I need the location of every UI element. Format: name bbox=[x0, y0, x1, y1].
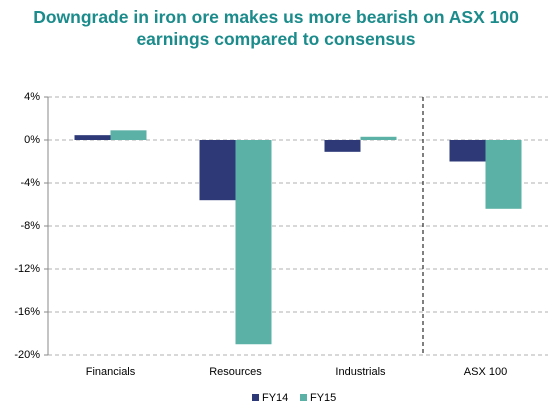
legend-label: FY15 bbox=[310, 392, 336, 404]
y-tick-label: 0% bbox=[24, 134, 40, 146]
x-tick-label: Financials bbox=[86, 366, 136, 378]
bar bbox=[360, 136, 397, 140]
chart-title: Downgrade in iron ore makes us more bear… bbox=[33, 7, 519, 49]
legend-swatch bbox=[252, 394, 259, 401]
bar bbox=[324, 140, 361, 152]
bar bbox=[110, 130, 147, 140]
x-tick-label: Resources bbox=[209, 366, 262, 378]
y-tick-label: -4% bbox=[20, 177, 40, 189]
legend-label: FY14 bbox=[262, 392, 288, 404]
x-tick-label: ASX 100 bbox=[464, 366, 507, 378]
y-tick-label: -12% bbox=[14, 263, 40, 275]
legend-swatch bbox=[300, 394, 307, 401]
y-tick-label: -20% bbox=[14, 349, 40, 361]
y-tick-label: -16% bbox=[14, 306, 40, 318]
bar bbox=[199, 140, 236, 201]
bar bbox=[485, 140, 522, 209]
bar bbox=[235, 140, 272, 345]
bar bbox=[74, 135, 111, 140]
x-tick-label: Industrials bbox=[335, 366, 386, 378]
bar bbox=[449, 140, 486, 162]
y-tick-label: -8% bbox=[20, 220, 40, 232]
y-tick-label: 4% bbox=[24, 91, 40, 103]
